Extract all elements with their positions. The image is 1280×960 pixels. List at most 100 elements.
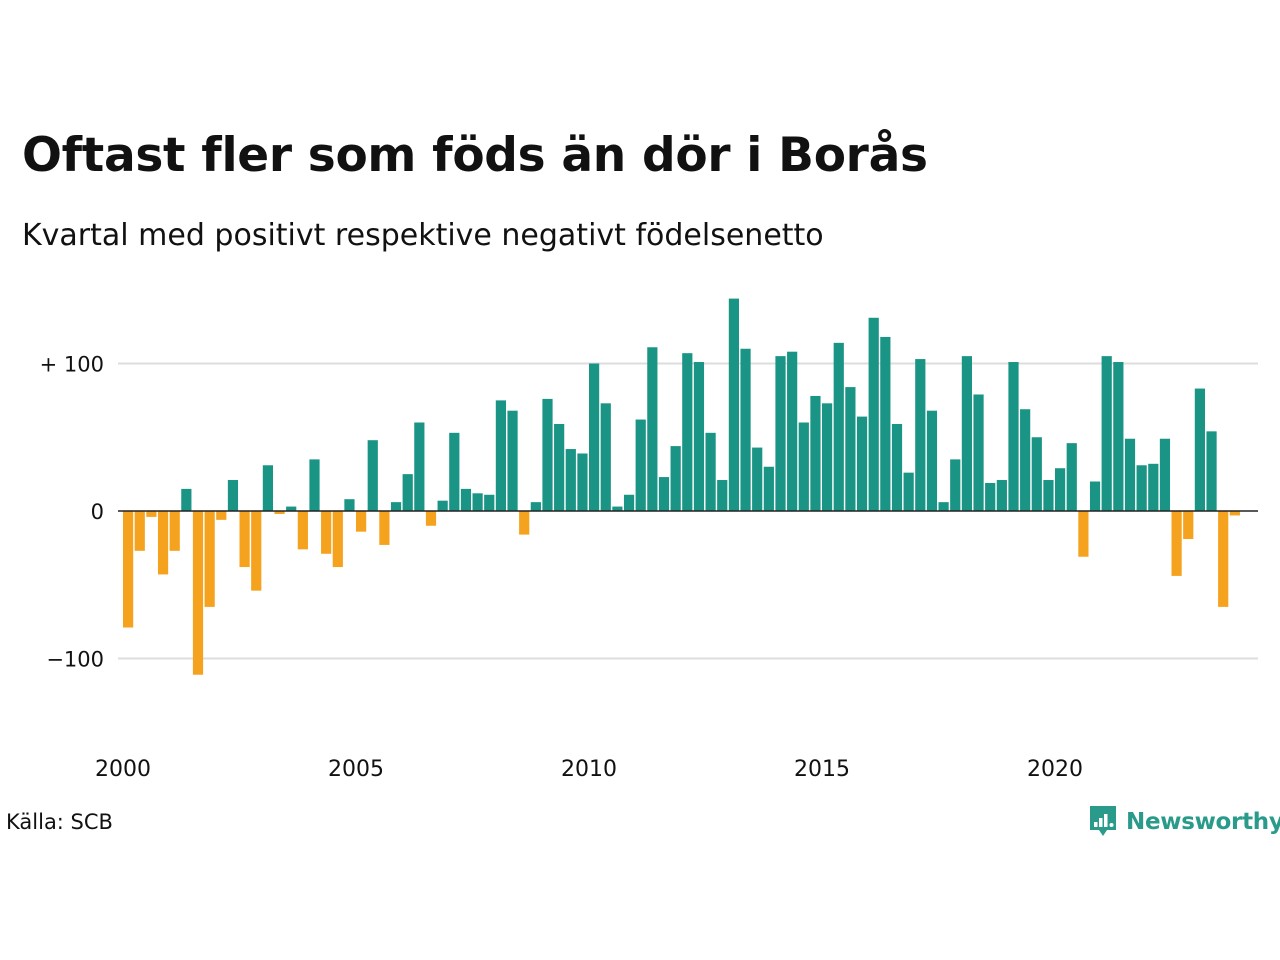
bar-positive xyxy=(600,403,611,511)
brand-name: Newsworthy xyxy=(1126,809,1280,835)
source-note: Källa: SCB xyxy=(6,810,113,834)
bar-positive xyxy=(612,506,623,511)
bar-negative xyxy=(169,511,180,551)
bar-positive xyxy=(402,474,413,512)
bar-positive xyxy=(1066,443,1077,511)
bar-negative xyxy=(1229,511,1240,516)
bar-positive xyxy=(891,423,903,512)
bar-positive xyxy=(647,347,658,511)
bar-negative xyxy=(134,511,145,551)
bar-positive xyxy=(1031,437,1042,511)
x-axis-labels: 2000 2005 2010 2015 2020 xyxy=(95,757,1083,782)
bar-negative xyxy=(321,511,332,554)
bar-positive xyxy=(344,499,355,511)
chart-subtitle: Kvartal med positivt respektive negativt… xyxy=(22,218,824,253)
bar-positive xyxy=(670,446,681,511)
bar-positive xyxy=(542,398,553,511)
newsworthy-logo: Newsworthy xyxy=(1088,803,1280,841)
bar-positive xyxy=(390,502,402,511)
bar-positive xyxy=(577,453,588,512)
bar-positive xyxy=(752,447,763,511)
bars xyxy=(123,298,1240,675)
bar-positive xyxy=(635,419,646,511)
bar-positive xyxy=(996,480,1007,511)
bar-positive xyxy=(833,342,844,511)
bar-positive xyxy=(717,480,728,511)
bar-positive xyxy=(367,440,378,511)
bar-positive xyxy=(856,416,868,511)
bar-negative xyxy=(379,511,390,545)
bar-positive xyxy=(623,494,635,511)
bar-positive xyxy=(1043,480,1054,511)
bar-positive xyxy=(880,336,891,511)
bar-negative xyxy=(425,511,437,526)
bar-positive xyxy=(262,465,273,511)
bar-negative xyxy=(1183,511,1194,540)
bar-negative xyxy=(1218,511,1229,607)
newsworthy-logo-icon xyxy=(1090,806,1116,836)
bar-negative xyxy=(146,511,157,517)
bar-positive xyxy=(810,395,821,511)
bar-positive xyxy=(693,362,705,511)
bar-positive xyxy=(1136,465,1147,511)
bar-positive xyxy=(961,356,972,512)
bar-positive xyxy=(1159,438,1171,512)
bar-positive xyxy=(973,394,984,512)
bar-positive xyxy=(309,459,320,512)
bar-positive xyxy=(740,348,751,511)
bar-positive xyxy=(565,449,576,511)
bar-positive xyxy=(1020,409,1031,512)
bar-positive xyxy=(868,317,879,511)
x-tick-label: 2005 xyxy=(328,757,384,782)
bar-positive xyxy=(822,403,833,511)
bar-positive xyxy=(798,422,809,511)
bar-negative xyxy=(216,511,227,520)
bar-positive xyxy=(554,423,565,512)
bar-chart: + 100 0 −100 2000 2005 2010 2015 2020 xyxy=(40,298,1258,782)
x-tick-label: 2020 xyxy=(1027,757,1083,782)
bar-positive xyxy=(926,410,938,511)
bar-negative xyxy=(251,511,262,591)
bar-positive xyxy=(682,353,693,511)
bar-positive xyxy=(1194,388,1205,511)
x-tick-label: 2015 xyxy=(794,757,850,782)
bar-positive xyxy=(181,488,192,512)
bar-negative xyxy=(1078,511,1089,557)
bar-positive xyxy=(728,298,739,511)
bar-positive xyxy=(484,494,495,511)
bar-negative xyxy=(297,511,308,550)
bar-positive xyxy=(530,502,541,511)
bar-positive xyxy=(495,400,506,512)
x-tick-label: 2000 xyxy=(95,757,151,782)
bar-positive xyxy=(950,459,961,512)
bar-positive xyxy=(1124,438,1136,512)
y-tick-label: −100 xyxy=(46,648,104,672)
bar-positive xyxy=(1148,463,1159,511)
x-tick-label: 2010 xyxy=(561,757,617,782)
bar-positive xyxy=(938,502,949,511)
bar-positive xyxy=(460,488,472,512)
bar-positive xyxy=(985,482,996,512)
bar-positive xyxy=(507,410,518,511)
bar-positive xyxy=(589,363,600,511)
bar-positive xyxy=(658,477,670,511)
bar-negative xyxy=(157,511,169,575)
bar-negative xyxy=(519,511,530,535)
bar-positive xyxy=(1101,356,1112,512)
y-axis-labels: + 100 0 −100 xyxy=(40,353,104,672)
bar-negative xyxy=(1171,511,1182,576)
bar-positive xyxy=(1055,468,1066,512)
bar-negative xyxy=(123,511,134,628)
bar-positive xyxy=(1113,362,1124,511)
bar-negative xyxy=(332,511,343,568)
bar-positive xyxy=(787,351,798,511)
bar-positive xyxy=(775,356,786,512)
bar-positive xyxy=(449,432,460,511)
bar-positive xyxy=(1089,481,1101,511)
y-tick-label: 0 xyxy=(91,500,104,524)
chart-title: Oftast fler som föds än dör i Borås xyxy=(22,128,928,183)
y-tick-label: + 100 xyxy=(40,353,104,377)
bar-positive xyxy=(414,422,425,511)
bar-positive xyxy=(763,466,774,511)
bar-positive xyxy=(472,493,483,511)
